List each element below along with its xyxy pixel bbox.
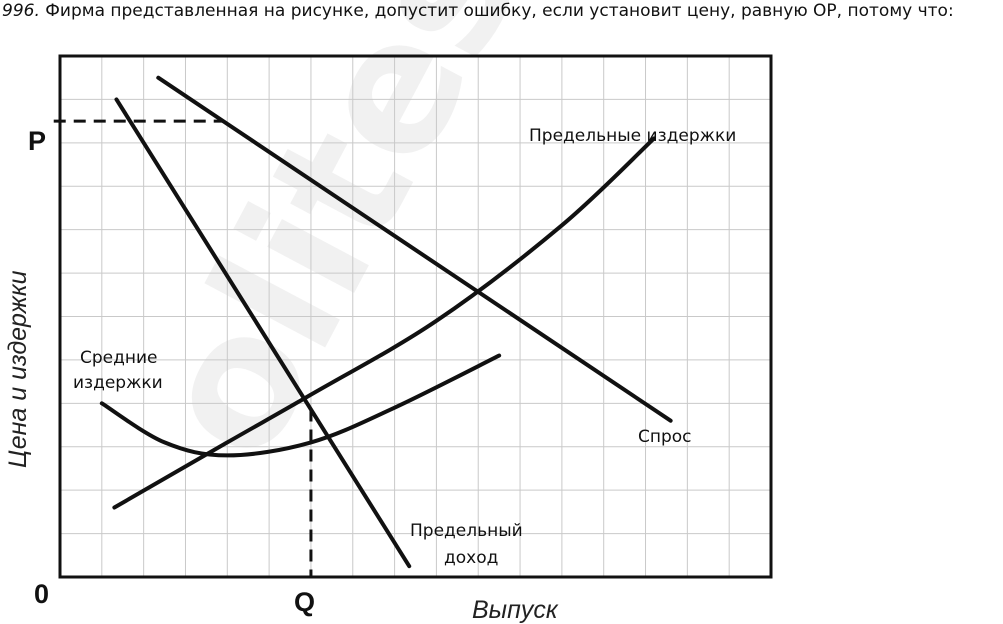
origin-label: 0 [34,579,49,609]
reference-lines [53,119,313,577]
problem-statement: 996. Фирма представленная на рисунке, до… [2,0,1002,22]
curves [99,75,673,569]
series-line-2 [112,136,656,510]
label-demand: Спрос [638,427,692,447]
series-line-0 [156,75,673,423]
problem-text: Фирма представленная на рисунке, допусти… [45,1,954,21]
label-average-cost-line1: Средние [80,348,158,368]
watermark: olites [113,0,562,490]
series-line-1 [114,97,412,569]
x-axis-title: Выпуск [472,596,559,624]
label-marginal-revenue-line2: доход [444,548,498,568]
x-marker-label: Q [294,587,315,617]
label-average-cost-line2: издержки [73,373,163,393]
series-line-3 [99,353,502,458]
problem-number: 996. [2,1,40,21]
plot-frame [58,54,773,579]
y-marker-label: P [28,126,46,156]
label-marginal-cost: Предельные издержки [529,126,736,146]
label-marginal-revenue-line1: Предельный [410,521,523,541]
y-axis-title: Цена и издержки [4,270,32,468]
